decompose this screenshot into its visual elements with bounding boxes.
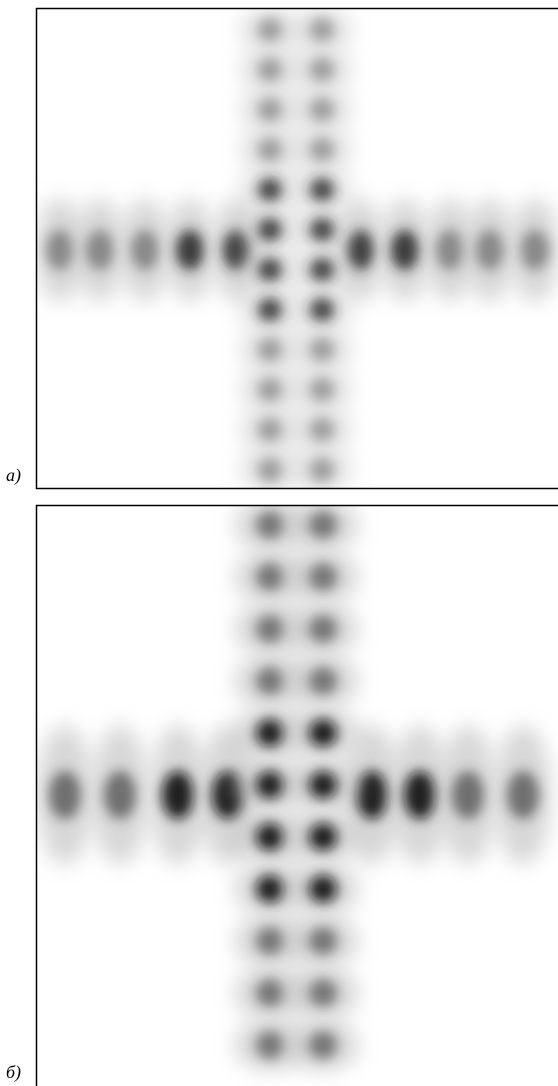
- pattern-blob: [310, 58, 334, 82]
- panel-a-image: [36, 8, 558, 492]
- pattern-blob: [256, 667, 284, 695]
- panel-b-image: [37, 499, 551, 1071]
- pattern-blob: [258, 338, 282, 362]
- pattern-blob: [310, 418, 334, 442]
- page: {"panels": [{"label": "а)"}, {"label": "…: [0, 0, 558, 1086]
- pattern-blob: [452, 771, 484, 819]
- pattern-blob: [310, 458, 334, 482]
- pattern-blob: [256, 615, 284, 643]
- pattern-blob: [309, 563, 337, 591]
- pattern-blob: [310, 178, 334, 202]
- pattern-blob: [258, 258, 282, 282]
- pattern-blob: [310, 98, 334, 122]
- pattern-blob: [476, 230, 504, 270]
- pattern-blob: [86, 230, 114, 270]
- pattern-blob: [258, 58, 282, 82]
- pattern-blob: [49, 771, 81, 819]
- pattern-blob: [256, 511, 284, 539]
- pattern-blob: [256, 719, 284, 747]
- pattern-blob: [162, 771, 194, 819]
- panel-label: а): [6, 465, 21, 486]
- pattern-blob: [176, 230, 204, 270]
- pattern-blob: [310, 298, 334, 322]
- pattern-blob: [258, 378, 282, 402]
- panel-label: б): [6, 1062, 21, 1083]
- pattern-blob: [309, 667, 337, 695]
- pattern-blob: [256, 927, 284, 955]
- pattern-blob: [404, 771, 436, 819]
- pattern-blob: [310, 18, 334, 42]
- pattern-blob: [391, 230, 419, 270]
- pattern-blob: [256, 823, 284, 851]
- pattern-blob: [258, 218, 282, 242]
- pattern-blob: [258, 458, 282, 482]
- pattern-blob: [256, 979, 284, 1007]
- pattern-blob: [309, 615, 337, 643]
- figure: а) б): [0, 0, 558, 1086]
- pattern-blob: [309, 823, 337, 851]
- pattern-blob: [46, 230, 74, 270]
- pattern-blob: [356, 771, 388, 819]
- pattern-blob: [131, 230, 159, 270]
- pattern-blob: [256, 875, 284, 903]
- pattern-blob: [436, 230, 464, 270]
- pattern-blob: [310, 378, 334, 402]
- pattern-blob: [258, 178, 282, 202]
- pattern-blob: [258, 298, 282, 322]
- pattern-blob: [258, 18, 282, 42]
- pattern-blob: [310, 138, 334, 162]
- pattern-blob: [309, 771, 337, 799]
- pattern-blob: [310, 338, 334, 362]
- pattern-blob: [521, 230, 549, 270]
- pattern-blob: [309, 719, 337, 747]
- pattern-blob: [256, 771, 284, 799]
- pattern-blob: [309, 511, 337, 539]
- pattern-blob: [309, 1031, 337, 1059]
- pattern-blob: [310, 258, 334, 282]
- pattern-blob: [310, 218, 334, 242]
- pattern-blob: [104, 771, 136, 819]
- pattern-blob: [256, 563, 284, 591]
- pattern-blob: [258, 98, 282, 122]
- pattern-blob: [258, 418, 282, 442]
- pattern-blob: [309, 979, 337, 1007]
- pattern-blob: [309, 927, 337, 955]
- pattern-blob: [507, 771, 539, 819]
- pattern-blob: [309, 875, 337, 903]
- pattern-blob: [258, 138, 282, 162]
- pattern-blob: [256, 1031, 284, 1059]
